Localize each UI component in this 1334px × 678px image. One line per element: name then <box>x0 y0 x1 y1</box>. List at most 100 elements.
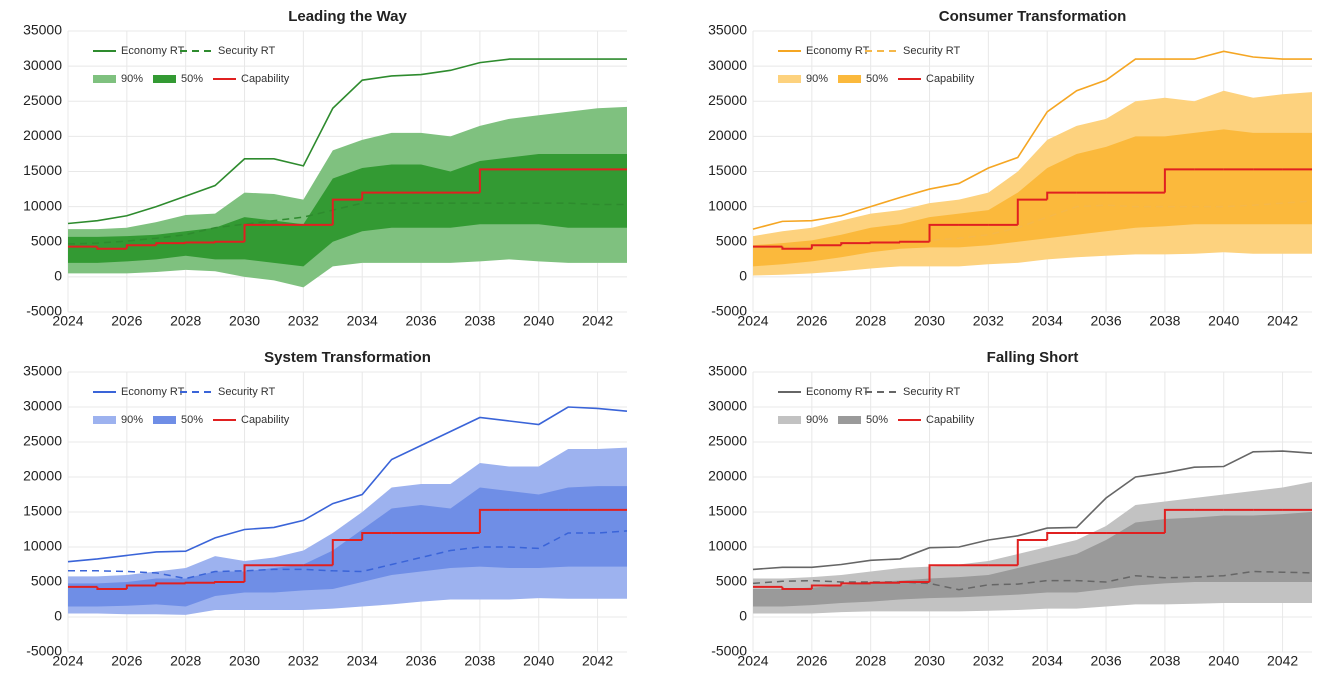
x-tick-label: 2030 <box>914 313 945 329</box>
y-tick-label: 10000 <box>23 197 62 213</box>
capability-step <box>869 241 901 244</box>
x-tick-label: 2036 <box>1090 313 1121 329</box>
legend-swatch <box>778 416 801 424</box>
x-tick-label: 2038 <box>464 313 495 329</box>
x-tick-label: 2032 <box>288 653 319 669</box>
capability-step <box>331 198 363 225</box>
legend-swatch <box>778 75 801 83</box>
y-tick-label: 25000 <box>708 433 747 449</box>
y-tick-label: 10000 <box>708 538 747 554</box>
x-tick-label: 2024 <box>52 653 83 669</box>
capability-step <box>928 223 959 242</box>
y-tick-label: 35000 <box>708 22 747 38</box>
line <box>752 450 1313 571</box>
legend-label: 90% <box>121 414 143 426</box>
chart-title: System Transformation <box>264 349 431 366</box>
y-tick-label: 20000 <box>708 468 747 484</box>
y-tick-label: 0 <box>739 608 747 624</box>
x-tick-label: 2028 <box>170 653 201 669</box>
x-tick-label: 2024 <box>52 313 83 329</box>
legend-label: 90% <box>806 73 828 85</box>
capability-step <box>869 581 901 584</box>
capability-step <box>1163 168 1195 193</box>
x-tick-label: 2030 <box>914 653 945 669</box>
dashed-line <box>67 202 627 245</box>
x-tick-label: 2034 <box>347 653 378 669</box>
x-tick-label: 2042 <box>582 313 613 329</box>
legend-label: Capability <box>926 73 975 85</box>
legend-label: 90% <box>806 414 828 426</box>
legend-label: 50% <box>181 414 203 426</box>
x-tick-label: 2024 <box>737 653 768 669</box>
x-tick-label: 2028 <box>855 313 886 329</box>
y-tick-label: 10000 <box>23 538 62 554</box>
x-tick-label: 2026 <box>111 653 142 669</box>
legend-swatch <box>153 75 176 83</box>
capability-step <box>361 191 392 200</box>
chart-title: Falling Short <box>987 349 1079 366</box>
x-tick-label: 2030 <box>229 653 260 669</box>
x-tick-label: 2038 <box>464 653 495 669</box>
legend-label: Security RT <box>903 45 961 57</box>
x-tick-label: 2036 <box>405 313 436 329</box>
legend-swatch <box>838 75 861 83</box>
x-tick-label: 2036 <box>1090 653 1121 669</box>
x-tick-label: 2042 <box>1267 653 1298 669</box>
x-tick-label: 2042 <box>582 653 613 669</box>
y-tick-label: -5000 <box>26 643 62 659</box>
capability-step <box>899 581 930 583</box>
legend-label: Economy RT <box>806 386 870 398</box>
legend-label: Capability <box>241 73 290 85</box>
y-tick-label: 10000 <box>708 197 747 213</box>
band <box>68 486 627 607</box>
capability-step <box>1016 539 1048 566</box>
x-tick-label: 2028 <box>855 653 886 669</box>
x-tick-label: 2024 <box>737 313 768 329</box>
y-tick-label: -5000 <box>26 303 62 319</box>
x-tick-label: 2032 <box>288 313 319 329</box>
y-tick-label: 0 <box>54 268 62 284</box>
capability-step <box>155 242 186 246</box>
y-tick-label: 35000 <box>23 363 62 379</box>
capability-step <box>214 240 245 243</box>
capability-step <box>96 586 127 590</box>
capability-step <box>184 581 216 584</box>
band <box>68 153 627 267</box>
legend-label: 90% <box>121 73 143 85</box>
x-tick-label: 2032 <box>973 313 1004 329</box>
y-tick-label: 15000 <box>708 162 747 178</box>
capability-step <box>125 584 157 589</box>
capability-step <box>781 586 812 590</box>
legend-label: Security RT <box>218 386 276 398</box>
legend-label: Economy RT <box>121 45 185 57</box>
y-tick-label: 25000 <box>23 92 62 108</box>
y-tick-label: 15000 <box>708 503 747 519</box>
x-tick-label: 2028 <box>170 313 201 329</box>
x-tick-label: 2026 <box>111 313 142 329</box>
y-tick-label: 15000 <box>23 503 62 519</box>
y-tick-label: 30000 <box>708 57 747 73</box>
line <box>67 58 627 225</box>
x-tick-label: 2040 <box>523 653 554 669</box>
x-tick-label: 2026 <box>796 313 827 329</box>
capability-step <box>478 168 510 193</box>
x-tick-label: 2042 <box>1267 313 1298 329</box>
y-tick-label: 20000 <box>708 127 747 143</box>
capability-step <box>1046 191 1077 200</box>
y-tick-label: 15000 <box>23 162 62 178</box>
y-tick-label: 5000 <box>716 573 747 589</box>
capability-step <box>361 532 392 540</box>
x-tick-label: 2034 <box>1032 313 1063 329</box>
legend-swatch <box>838 416 861 424</box>
y-tick-label: -5000 <box>711 643 747 659</box>
capability-step <box>184 241 216 244</box>
capability-step <box>478 508 510 533</box>
dashed-line <box>752 570 1313 591</box>
band <box>753 129 1312 267</box>
chart-title: Leading the Way <box>288 8 407 25</box>
dashed-line <box>68 530 628 580</box>
y-tick-label: 30000 <box>23 57 62 73</box>
legend-swatch <box>93 75 116 83</box>
y-tick-label: 30000 <box>708 398 747 414</box>
